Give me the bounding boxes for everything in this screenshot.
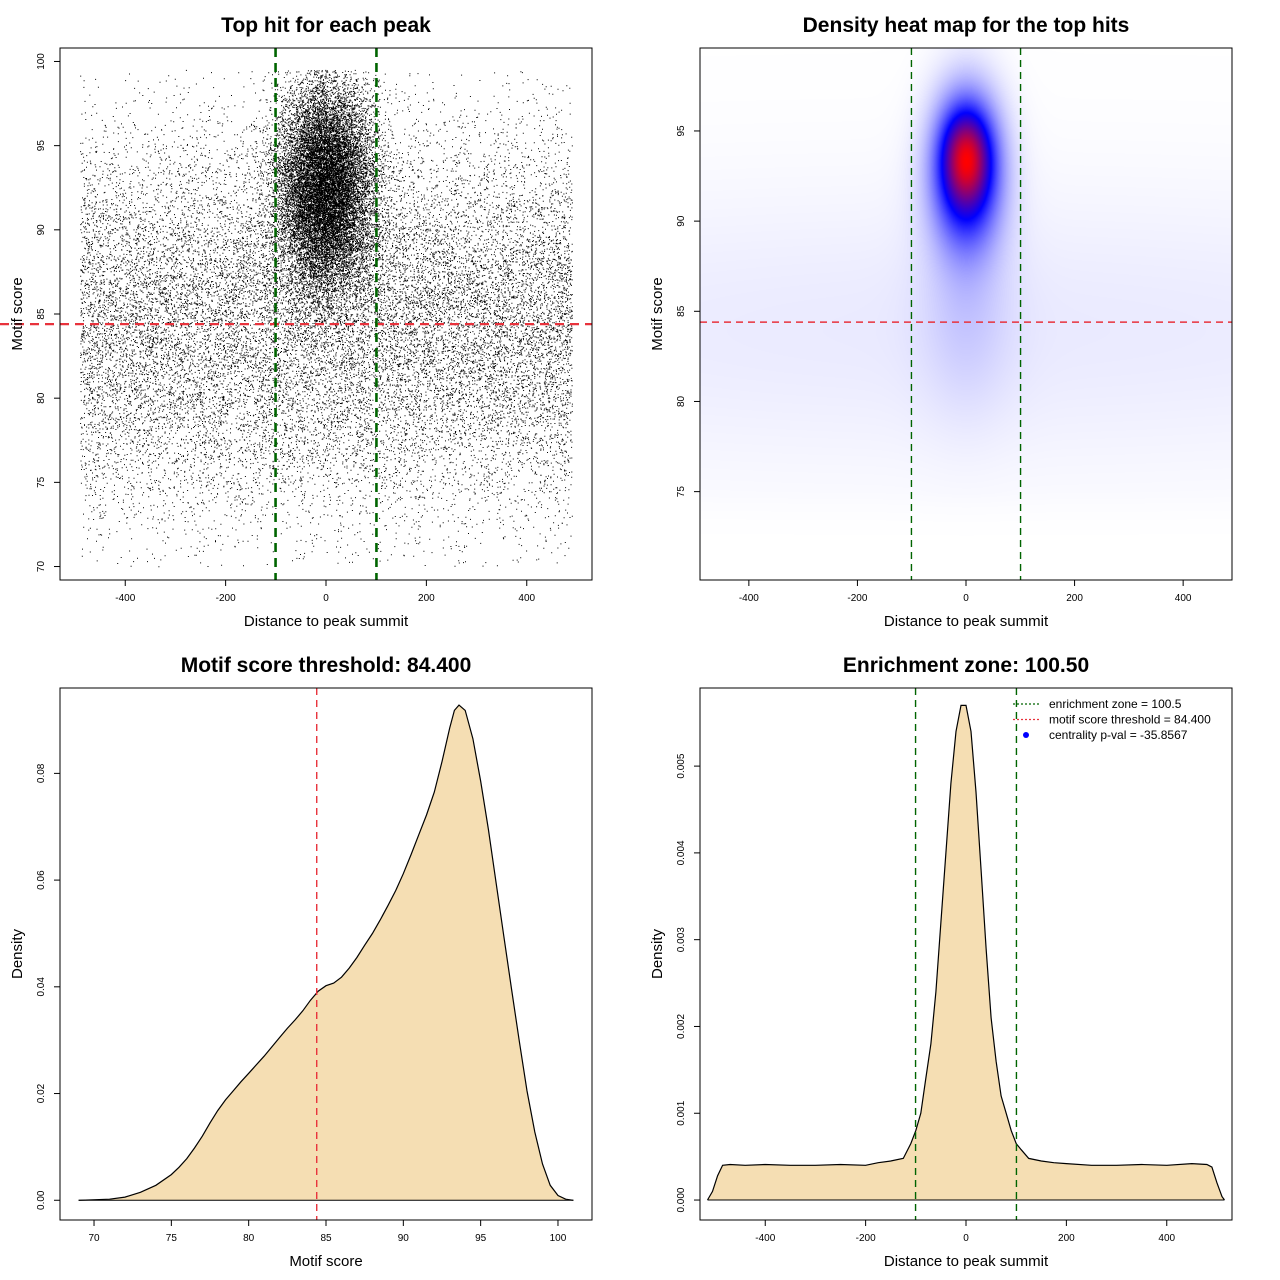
y-tick-label: 0.001 xyxy=(676,1100,687,1125)
y-tick-label: 90 xyxy=(676,215,687,227)
y-tick-label: 0.000 xyxy=(676,1187,687,1212)
y-tick-label: 0.003 xyxy=(676,927,687,952)
x-tick-label: -200 xyxy=(847,593,867,604)
x-tick-label: 95 xyxy=(475,1233,487,1244)
x-tick-label: 200 xyxy=(418,593,435,604)
y-axis-label: Density xyxy=(649,928,666,979)
legend-label: centrality p-val = -35.8567 xyxy=(1049,728,1188,742)
y-tick-label: 80 xyxy=(676,395,687,407)
y-axis-label: Density xyxy=(9,928,26,979)
scatter-points xyxy=(80,69,573,568)
y-tick-label: 0.02 xyxy=(36,1083,47,1103)
x-axis-label: Distance to peak summit xyxy=(244,613,409,630)
y-axis-label: Motif score xyxy=(649,277,666,350)
plot-frame xyxy=(59,47,593,581)
x-tick-label: -400 xyxy=(739,593,759,604)
density-area xyxy=(78,705,574,1201)
chart-title: Density heat map for the top hits xyxy=(803,14,1130,37)
y-tick-label: 95 xyxy=(676,125,687,137)
density-curve xyxy=(78,704,574,1201)
x-tick-label: 0 xyxy=(963,593,969,604)
y-tick-label: 0.00 xyxy=(36,1190,47,1210)
distance-density-panel: -400 -200 0 200 400 0.000 0.001 0.002 0.003 0.004… xyxy=(649,654,1233,1270)
y-tick-label: 90 xyxy=(36,224,47,236)
x-tick-label: 200 xyxy=(1066,593,1083,604)
chart-title: Top hit for each peak xyxy=(221,14,431,37)
x-tick-label: -400 xyxy=(755,1233,775,1244)
y-tick-label: 100 xyxy=(36,53,47,70)
x-axis-label: Distance to peak summit xyxy=(884,1253,1049,1270)
x-tick-label: 400 xyxy=(1158,1233,1175,1244)
x-axis-label: Distance to peak summit xyxy=(884,613,1049,630)
scatter-panel: -400 -200 0 200 400 70 75 80 85 90 95 100 Top hit fo… xyxy=(0,14,593,630)
y-tick-label: 0.08 xyxy=(36,763,47,783)
y-tick-label: 0.06 xyxy=(36,870,47,890)
heatmap-canvas xyxy=(700,48,1232,580)
x-tick-label: 400 xyxy=(518,593,535,604)
plot-frame xyxy=(699,47,1233,581)
x-tick-label: 200 xyxy=(1058,1233,1075,1244)
legend-label: motif score threshold = 84.400 xyxy=(1049,713,1211,727)
x-tick-label: 400 xyxy=(1175,593,1192,604)
plot-frame xyxy=(699,687,1233,1221)
data-point xyxy=(80,69,573,568)
density-area xyxy=(707,705,1225,1200)
density-curve xyxy=(706,704,1225,1201)
legend-label: enrichment zone = 100.5 xyxy=(1049,697,1182,711)
score-density-panel: 70 75 80 85 90 95 100 0.00 0.02 0.04 0.06 0.08 Motif… xyxy=(9,654,593,1270)
x-tick-label: 0 xyxy=(963,1233,969,1244)
x-tick-label: 100 xyxy=(550,1233,567,1244)
y-tick-label: 0.005 xyxy=(676,753,687,778)
heatmap-image xyxy=(700,48,1232,580)
legend: enrichment zone = 100.5 motif score thres… xyxy=(1013,697,1211,742)
y-tick-label: 85 xyxy=(676,305,687,317)
x-tick-label: -400 xyxy=(115,593,135,604)
x-tick-label: 0 xyxy=(323,593,329,604)
y-axis-label: Motif score xyxy=(9,277,26,350)
y-tick-label: 80 xyxy=(36,392,47,404)
y-tick-label: 0.004 xyxy=(676,840,687,865)
x-tick-label: 75 xyxy=(166,1233,178,1244)
x-tick-label: -200 xyxy=(216,593,236,604)
x-tick-label: -200 xyxy=(856,1233,876,1244)
y-tick-label: 75 xyxy=(676,486,687,498)
heatmap-panel: -400 -200 0 200 400 75 80 85 90 95 Density heat ma… xyxy=(649,14,1233,630)
x-tick-label: 90 xyxy=(398,1233,410,1244)
x-tick-label: 80 xyxy=(243,1233,255,1244)
legend-marker-centrality xyxy=(1023,732,1029,738)
y-tick-label: 0.04 xyxy=(36,977,47,997)
y-tick-label: 0.002 xyxy=(676,1014,687,1039)
y-tick-label: 70 xyxy=(36,561,47,573)
y-tick-label: 75 xyxy=(36,476,47,488)
x-tick-label: 70 xyxy=(88,1233,100,1244)
x-tick-label: 85 xyxy=(320,1233,332,1244)
x-axis-label: Motif score xyxy=(289,1253,362,1270)
y-tick-label: 85 xyxy=(36,308,47,320)
chart-title: Motif score threshold: 84.400 xyxy=(181,654,472,677)
plot-frame xyxy=(59,687,593,1221)
chart-title: Enrichment zone: 100.50 xyxy=(843,654,1089,677)
y-tick-label: 95 xyxy=(36,140,47,152)
